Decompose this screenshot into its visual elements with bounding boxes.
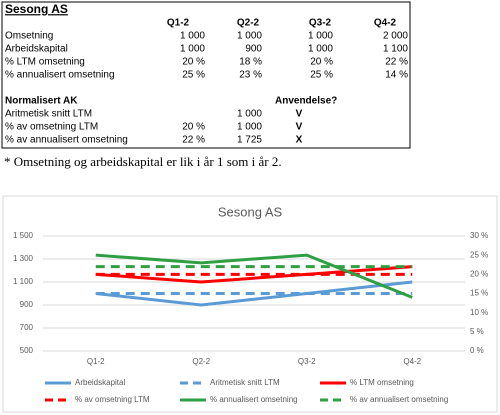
cell: 1 000 <box>308 31 333 42</box>
x-tick-label: Q2-2 <box>192 357 210 366</box>
y-tick-label: 1 100 <box>13 277 34 286</box>
table-border <box>1 1 411 149</box>
series-line <box>95 265 413 284</box>
y2-tick-label: 25 % <box>470 250 488 259</box>
x-tick-label: Q4-2 <box>403 357 421 366</box>
y2-tick-label: 5 % <box>470 327 484 336</box>
table-title: Sesong AS <box>5 2 68 16</box>
column-header: Q1-2 <box>167 18 190 29</box>
verdict: X <box>296 135 303 146</box>
row-label: % LTM omsetning <box>5 57 85 68</box>
row-label: Arbeidskapital <box>5 44 68 55</box>
cell: 14 % <box>385 70 408 81</box>
y2-tick-label: 15 % <box>470 289 488 298</box>
cell: 1 725 <box>237 135 262 146</box>
verdict: V <box>296 109 303 120</box>
note: * Omsetning og arbeidskapital er lik i å… <box>4 154 282 169</box>
cell: 25 % <box>310 70 333 81</box>
legend-label: % LTM omsetning <box>350 378 414 387</box>
cell: 23 % <box>239 70 262 81</box>
cell: 1 000 <box>237 122 262 133</box>
column-header: Q2-2 <box>237 18 260 29</box>
cell: 18 % <box>239 57 262 68</box>
x-tick-label: Q3-2 <box>298 357 316 366</box>
section-column: Anvendelse? <box>275 96 337 107</box>
cell: 20 % <box>182 57 205 68</box>
y-tick-label: 1 500 <box>13 231 34 240</box>
cell: 900 <box>245 44 262 55</box>
chart-frame <box>2 195 498 413</box>
y-tick-label: 1 300 <box>13 254 34 263</box>
chart-title: Sesong AS <box>218 204 283 219</box>
y2-tick-label: 20 % <box>470 269 488 278</box>
series-line <box>95 253 413 299</box>
legend-label: Aritmetisk snitt LTM <box>210 378 280 387</box>
section-title: Normalisert AK <box>5 96 78 107</box>
y-tick-label: 900 <box>20 300 34 309</box>
cell: 1 100 <box>383 44 408 55</box>
legend-label: % av omsetning LTM <box>75 395 150 404</box>
cell: 1 000 <box>237 31 262 42</box>
cell: 2 000 <box>383 31 408 42</box>
row-label: % annualisert omsetning <box>5 70 115 81</box>
legend-label: % annualisert omsetning <box>210 395 298 404</box>
cell: 20 % <box>310 57 333 68</box>
cell: 1 000 <box>237 109 262 120</box>
x-tick-label: Q1-2 <box>87 357 105 366</box>
verdict: V <box>296 122 303 133</box>
chart: Sesong AS 500 700 900 1 100 1 300 1 500 0 % 5 %… <box>13 204 488 404</box>
row-label: Omsetning <box>5 31 53 42</box>
y2-tick-label: 0 % <box>470 346 484 355</box>
y-tick-label: 700 <box>20 323 34 332</box>
legend-label: Arbeidskapital <box>75 378 125 387</box>
series-line <box>95 280 413 307</box>
column-header: Q3-2 <box>309 18 332 29</box>
y2-tick-label: 30 % <box>470 231 488 240</box>
column-header: Q4-2 <box>374 18 397 29</box>
row-label: % av omsetning LTM <box>5 122 98 133</box>
legend-label: % av annualisert omsetning <box>350 395 448 404</box>
row-label: Aritmetisk snitt LTM <box>5 109 92 120</box>
cell: 22 % <box>385 57 408 68</box>
cell: 1 000 <box>180 31 205 42</box>
cell: 22 % <box>182 135 205 146</box>
y-tick-label: 500 <box>20 346 34 355</box>
cell: 20 % <box>182 122 205 133</box>
cell: 1 000 <box>180 44 205 55</box>
cell: 1 000 <box>308 44 333 55</box>
cell: 25 % <box>182 70 205 81</box>
row-label: % av annualisert omsetning <box>5 135 128 146</box>
y2-tick-label: 10 % <box>470 308 488 317</box>
